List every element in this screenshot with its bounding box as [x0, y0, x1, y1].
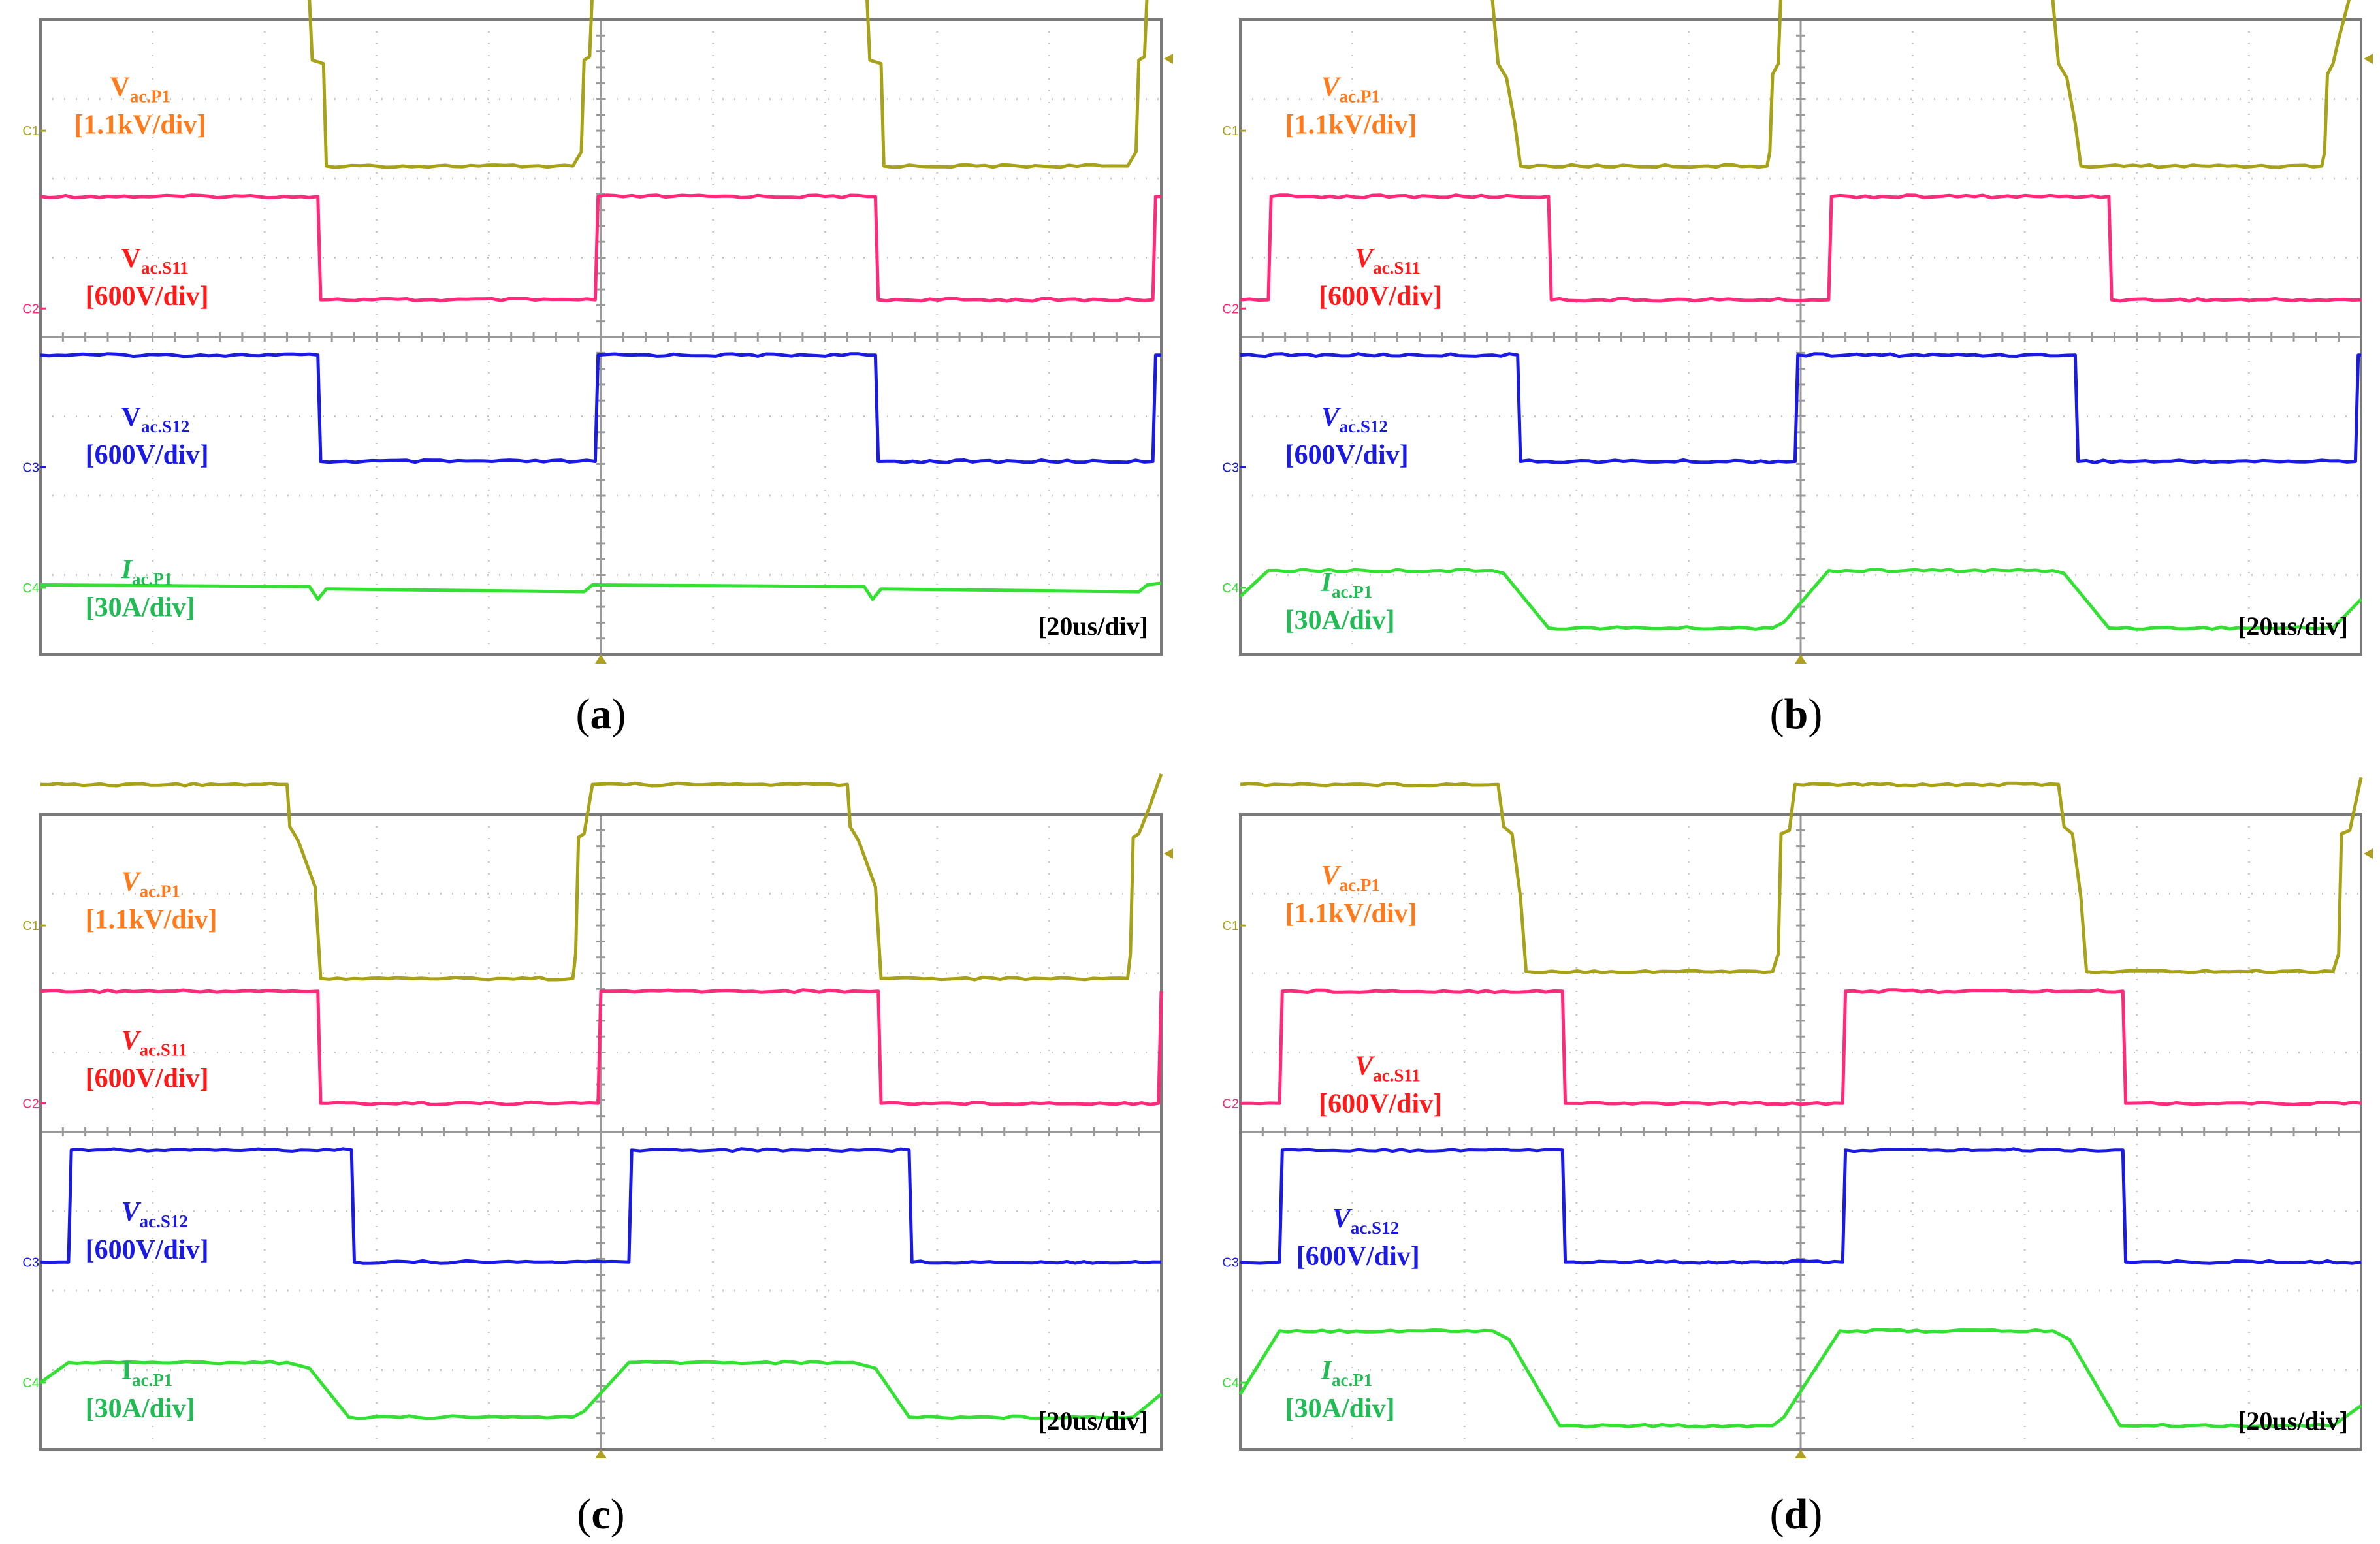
series-scale-c1: [1.1kV/div] — [1285, 110, 1417, 140]
channel-tag-c4: C4 — [22, 581, 39, 596]
series-scale-c4: [30A/div] — [1285, 605, 1395, 635]
trace-c3 — [40, 352, 1161, 464]
series-label-c4: Iac.P1 — [1321, 568, 1373, 602]
trace-c1 — [1490, 0, 2351, 169]
series-scale-c1: [1.1kV/div] — [1285, 899, 1417, 929]
timebase-label: [20us/div] — [1038, 1406, 1148, 1436]
scope-panel-2: C1Vac.P1[1.1kV/div]C2Vac.S11[600V/div]C3… — [1222, 0, 2373, 664]
channel-tag-c3: C3 — [22, 1255, 39, 1270]
trace-c4 — [39, 1359, 1163, 1421]
series-label-c1: Vac.P1 — [110, 72, 170, 106]
series-scale-c4: [30A/div] — [1285, 1394, 1395, 1424]
series-scale-c4: [30A/div] — [86, 592, 195, 622]
trigger-position-marker — [1795, 1449, 1807, 1458]
trigger-position-marker — [1795, 654, 1807, 664]
series-scale-c2: [600V/div] — [86, 281, 209, 312]
scope-panel-3: C1 Vac.P1 [1.1kV/div] C2 Vac.S11 [600V/div] C3… — [22, 773, 1173, 1458]
series-label-c4: Iac.P1 — [121, 1356, 173, 1390]
channel-tag-c3: C3 — [22, 460, 39, 475]
series-scale-c1: [1.1kV/div] — [74, 110, 206, 140]
series-label-c4: Iac.P1 — [1321, 1356, 1373, 1390]
series-label-c1: Vac.P1 — [1321, 72, 1380, 106]
series-label-c2: Vac.S11 — [121, 1026, 187, 1060]
trace-c2 — [1240, 193, 2362, 303]
trigger-level-marker — [2364, 54, 2373, 64]
timebase-label: [20us/div] — [2238, 1406, 2348, 1436]
channel-tag-c1: C1 — [1222, 124, 1239, 138]
channel-tag-c1: C1 — [22, 919, 39, 933]
series-scale-c2: [600V/div] — [1319, 1089, 1442, 1119]
trace-c3 — [1240, 1147, 2362, 1265]
series-scale-c1: [1.1kV/div] — [86, 905, 217, 935]
series-scale-c2: [600V/div] — [1319, 281, 1442, 312]
channel-tag-c2: C2 — [1222, 302, 1239, 316]
channel-tag-c4: C4 — [1222, 581, 1239, 596]
trigger-position-marker — [595, 654, 607, 664]
timebase-label: [20us/div] — [2238, 611, 2348, 641]
trace-c1 — [307, 0, 1149, 169]
trace-c3 — [1240, 352, 2361, 464]
trace-c1 — [40, 773, 1163, 982]
channel-tag-c2: C2 — [22, 302, 39, 316]
series-label-c1: Vac.P1 — [1321, 861, 1380, 895]
timebase-label: [20us/div] — [1038, 611, 1148, 641]
channel-tag-c3: C3 — [1222, 1255, 1239, 1270]
series-label-c4: Iac.P1 — [121, 555, 173, 588]
series-label-c1: Vac.P1 — [121, 867, 180, 901]
channel-tag-c2: C2 — [22, 1097, 39, 1111]
channel-tag-c3: C3 — [1222, 460, 1239, 475]
trace-c2 — [1240, 988, 2362, 1106]
trigger-level-marker — [1164, 54, 1173, 64]
series-scale-c3: [600V/div] — [86, 440, 209, 470]
trace-c3 — [40, 1147, 1162, 1265]
series-label-c3: Vac.S12 — [121, 402, 190, 436]
channel-tag-c4: C4 — [22, 1376, 39, 1391]
trigger-level-marker — [1164, 848, 1173, 859]
trace-c1 — [1240, 777, 2363, 974]
series-scale-c3: [600V/div] — [86, 1235, 209, 1265]
trace-c4 — [1239, 568, 2362, 631]
series-scale-c2: [600V/div] — [86, 1064, 209, 1094]
panel-caption: (c) — [577, 1490, 624, 1538]
channel-tag-c1: C1 — [1222, 919, 1239, 933]
series-scale-c3: [600V/div] — [1285, 440, 1409, 470]
panel-caption: (d) — [1770, 1490, 1823, 1538]
series-label-c2: Vac.S11 — [121, 244, 189, 278]
panel-caption: (a) — [576, 690, 626, 738]
channel-tag-c4: C4 — [1222, 1376, 1239, 1391]
series-scale-c3: [600V/div] — [1296, 1242, 1420, 1272]
scope-panel-1: C1Vac.P1[1.1kV/div]C2Vac.S11[600V/div]C3… — [22, 0, 1173, 664]
channel-tag-c1: C1 — [22, 124, 39, 138]
series-label-c3: Vac.S12 — [1332, 1204, 1399, 1238]
trace-c2 — [40, 193, 1161, 303]
series-label-c2: Vac.S11 — [1355, 244, 1421, 278]
channel-tag-c2: C2 — [1222, 1097, 1239, 1111]
series-label-c2: Vac.S11 — [1355, 1052, 1421, 1086]
trigger-level-marker — [2364, 848, 2373, 859]
scope-panel-4: C1Vac.P1[1.1kV/div]C2Vac.S11[600V/div]C3… — [1222, 777, 2373, 1458]
series-label-c3: Vac.S12 — [121, 1197, 188, 1231]
trace-c2 — [40, 988, 1163, 1106]
trace-c4 — [40, 581, 1162, 601]
series-label-c3: Vac.S12 — [1321, 402, 1388, 436]
panel-caption: (b) — [1770, 690, 1823, 738]
trigger-position-marker — [595, 1449, 607, 1458]
trace-c4 — [1238, 1328, 2362, 1429]
series-scale-c4: [30A/div] — [86, 1394, 195, 1424]
